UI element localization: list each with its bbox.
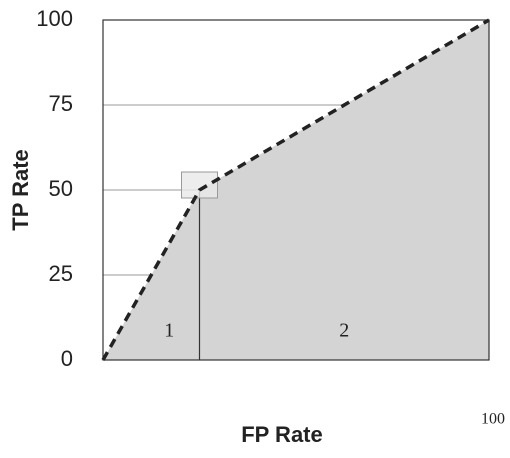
point-marker bbox=[182, 172, 218, 198]
page: FP Rate TP Rate 025507510010012 (() => {… bbox=[0, 0, 510, 458]
y-tick-label: 75 bbox=[49, 91, 73, 116]
y-tick-label: 25 bbox=[49, 261, 73, 286]
chart: FP Rate TP Rate 0 25 50 75 100 100 1 2 bbox=[0, 0, 510, 453]
region-label: 2 bbox=[339, 320, 349, 342]
y-tick-label: 0 bbox=[61, 346, 73, 371]
y-axis-label: TP Rate bbox=[8, 149, 33, 231]
x-axis-label: FP Rate bbox=[241, 422, 323, 447]
y-tick-label: 100 bbox=[36, 6, 73, 31]
y-tick-label: 50 bbox=[49, 176, 73, 201]
x-tick-label: 100 bbox=[481, 411, 505, 428]
region-label: 1 bbox=[164, 320, 174, 342]
